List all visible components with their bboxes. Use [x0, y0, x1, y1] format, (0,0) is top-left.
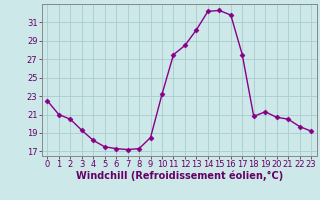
X-axis label: Windchill (Refroidissement éolien,°C): Windchill (Refroidissement éolien,°C): [76, 171, 283, 181]
